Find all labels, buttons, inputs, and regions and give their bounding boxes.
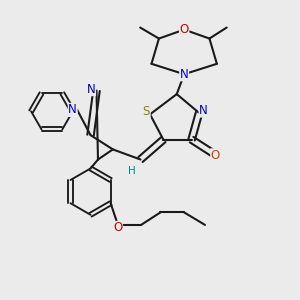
Text: S: S: [143, 105, 150, 118]
Text: O: O: [211, 149, 220, 162]
Text: N: N: [199, 104, 208, 117]
Text: O: O: [180, 23, 189, 36]
Text: N: N: [180, 68, 189, 81]
Text: H: H: [128, 166, 135, 176]
Text: N: N: [87, 82, 95, 96]
Text: N: N: [68, 103, 77, 116]
Text: O: O: [113, 221, 122, 234]
